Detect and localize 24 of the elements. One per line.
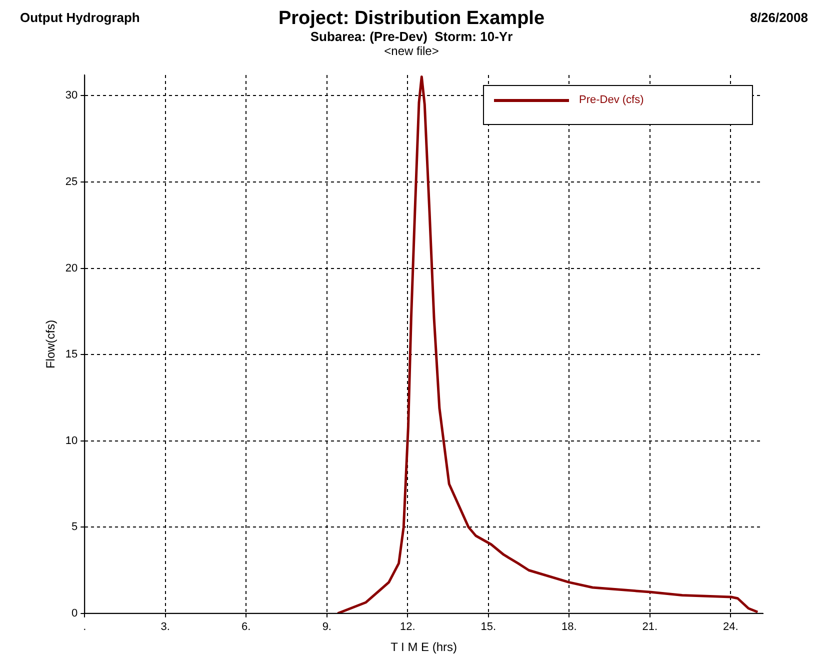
y-tick-label: 30 bbox=[65, 90, 78, 102]
x-tick-label: 12. bbox=[400, 621, 416, 634]
text: 8/26/2008 bbox=[750, 10, 808, 25]
y-tick-label: 20 bbox=[65, 262, 78, 274]
x-tick-label: 9. bbox=[322, 621, 332, 634]
y-tick-label: 15 bbox=[65, 348, 78, 361]
y-tick-label: 0 bbox=[72, 607, 78, 620]
x-tick-label: . bbox=[83, 621, 86, 634]
x-tick-label: 21. bbox=[642, 621, 658, 634]
chart-title: Project: Distribution Example bbox=[278, 8, 545, 29]
x-tick-label: 15. bbox=[480, 621, 496, 634]
x-tick-label: 24. bbox=[723, 621, 738, 634]
y-tick-label: 10 bbox=[65, 434, 78, 447]
legend-frame: Pre-Dev (cfs) bbox=[483, 85, 753, 125]
x-tick-label: 18. bbox=[562, 621, 577, 634]
y-axis-title: Flow(cfs) bbox=[44, 320, 58, 369]
text: <new file> bbox=[384, 44, 440, 59]
x-tick-label: 3. bbox=[160, 621, 170, 634]
y-tick-label: 25 bbox=[65, 176, 78, 188]
y-tick-label: 5 bbox=[72, 521, 78, 534]
text: Output Hydrograph bbox=[20, 10, 140, 25]
chart-subtitle: Subarea: (Pre-Dev) Storm: 10-Yr bbox=[309, 28, 514, 45]
x-axis-title: T I M E (hrs) bbox=[390, 640, 458, 654]
x-tick-label: 6. bbox=[242, 621, 251, 634]
